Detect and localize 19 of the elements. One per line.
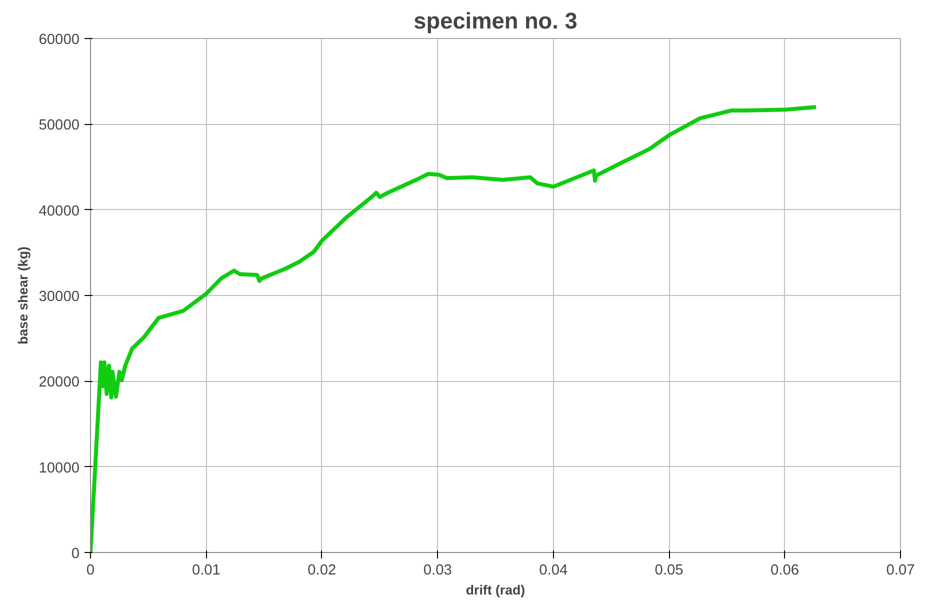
x-tick-label: 0.07 xyxy=(886,562,915,578)
y-tick-label: 20000 xyxy=(38,374,80,391)
x-axis-title: drift (rad) xyxy=(466,582,526,598)
y-tick-label: 50000 xyxy=(38,118,80,134)
y-tick-label: 0 xyxy=(71,546,80,562)
line-series xyxy=(90,105,818,552)
y-tick-label: 40000 xyxy=(38,203,80,220)
x-tick-label: 0.01 xyxy=(192,562,220,578)
y-tick-label: 60000 xyxy=(38,32,80,48)
x-tick-label: 0.03 xyxy=(423,562,452,578)
y-axis-title: base shear (kg) xyxy=(16,246,31,344)
x-tick-label: 0.05 xyxy=(654,562,684,578)
x-tick-label: 0.02 xyxy=(308,562,336,578)
x-tick-label: 0 xyxy=(86,562,95,578)
y-tick-label: 30000 xyxy=(38,289,80,305)
x-tick-label: 0.06 xyxy=(770,562,800,578)
x-tick-label: 0.04 xyxy=(539,562,568,578)
chart-title: specimen no. 3 xyxy=(414,8,578,34)
y-tick-label: 10000 xyxy=(38,460,80,476)
